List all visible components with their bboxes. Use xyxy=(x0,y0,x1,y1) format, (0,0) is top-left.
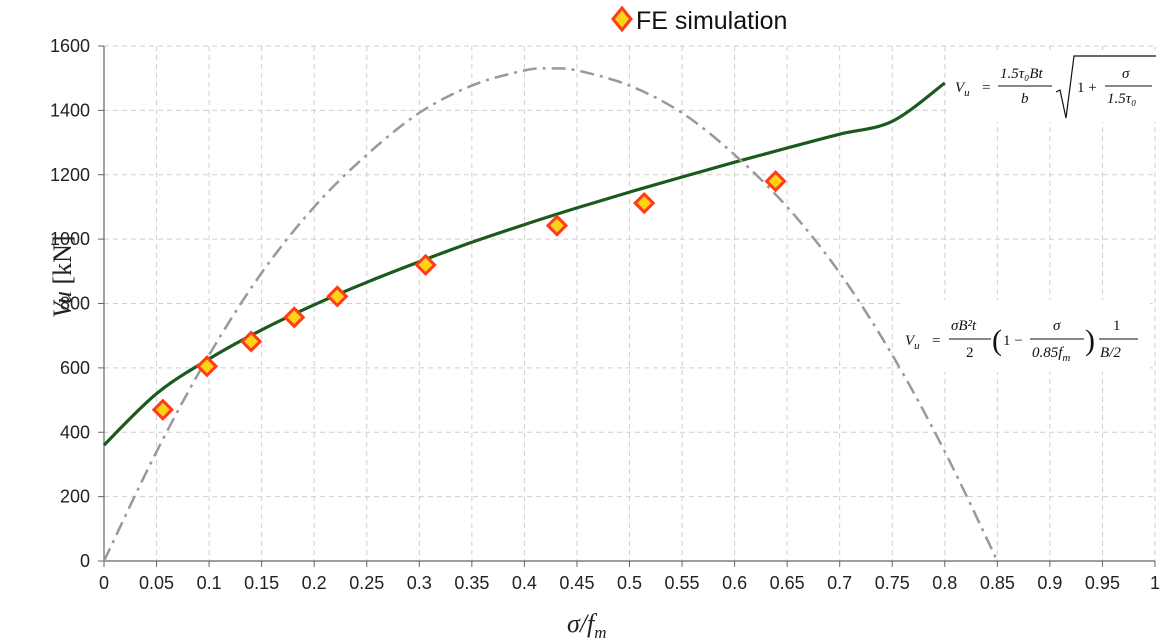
series-markers xyxy=(151,170,787,421)
x-tick-label: 0.3 xyxy=(407,573,432,593)
x-tick-label: 0.95 xyxy=(1085,573,1120,593)
x-tick-labels: 0 0.05 0.1 0.15 0.2 0.25 0.3 0.35 0.4 0.45 0.5 0.55… xyxy=(99,573,1160,593)
y-tick-labels: 0 200 400 600 800 1000 1200 1400 1600 xyxy=(50,36,90,571)
y-tick-label: 400 xyxy=(60,422,90,442)
data-point-fe-simulation xyxy=(326,285,349,308)
data-point-fe-simulation xyxy=(240,330,263,353)
formula-paren-close: ) xyxy=(1085,324,1095,357)
y-axis-label-unit: [kN] xyxy=(48,235,77,284)
data-point-fe-simulation xyxy=(414,253,437,276)
formula-num: σB²t xyxy=(951,318,977,334)
x-tick-label: 0.2 xyxy=(302,573,327,593)
y-tick-label: 1600 xyxy=(50,36,90,56)
y-axis-label: Vu [kN] xyxy=(48,235,77,318)
formula-frac2-num: 1 xyxy=(1113,318,1121,334)
data-point-fe-simulation xyxy=(764,170,787,193)
x-tick-label: 0.5 xyxy=(617,573,642,593)
data-point-fe-simulation xyxy=(545,214,569,237)
y-tick-label: 1400 xyxy=(50,100,90,120)
formula-vu-shear: Vu = 1.5τ₀Bt b 1 + σ 1.5τ₀ xyxy=(950,50,1162,122)
x-tick-label: 0.55 xyxy=(665,573,700,593)
formula-paren-open: ( xyxy=(992,324,1002,357)
x-tick-label: 0.75 xyxy=(875,573,910,593)
x-axis-label-main: σ/f xyxy=(567,609,598,638)
x-tick-label: 0.6 xyxy=(722,573,747,593)
formula-frac2-den: B/2 xyxy=(1100,345,1121,361)
y-tick-label: 600 xyxy=(60,358,90,378)
x-axis-label: σ/fm xyxy=(567,609,607,642)
formula-eq: = xyxy=(982,80,990,96)
x-tick-label: 0.8 xyxy=(932,573,957,593)
x-tick-label: 0.4 xyxy=(512,573,537,593)
y-tick-label: 1000 xyxy=(50,229,90,249)
formula-sqrt-sign xyxy=(1055,55,1156,119)
data-point-fe-simulation xyxy=(195,355,219,378)
series-lines xyxy=(102,67,999,562)
x-tick-label: 0.65 xyxy=(770,573,805,593)
y-tick-label: 800 xyxy=(60,294,90,314)
formula-lhs: Vu xyxy=(955,80,970,99)
x-tick-label: 0.15 xyxy=(244,573,279,593)
formula-root-den: 1.5τ₀ xyxy=(1107,91,1136,107)
x-tick-label: 0.25 xyxy=(349,573,384,593)
formula-paren-num: σ xyxy=(1053,318,1061,334)
data-point-fe-simulation xyxy=(633,191,656,215)
y-tick-label: 200 xyxy=(60,487,90,507)
x-tick-label: 0.7 xyxy=(827,573,852,593)
y-tick-label: 0 xyxy=(80,551,90,571)
x-tick-label: 0.05 xyxy=(139,573,174,593)
axes xyxy=(98,45,1156,567)
formula-background xyxy=(900,300,1150,372)
series-line-flexure xyxy=(102,67,999,562)
formula-paren-den: 0.85fm xyxy=(1032,345,1070,364)
legend-label-fe-simulation: FE simulation xyxy=(636,7,787,35)
formula-root-num: σ xyxy=(1122,66,1130,82)
y-axis-label-var: Vu xyxy=(48,291,77,318)
formula-vu-flexure: Vu = σB²t 2 ( 1 − σ 0.85fm ) 1 B/2 xyxy=(900,300,1150,372)
legend-marker-fe-simulation xyxy=(611,5,633,33)
formula-root-pre: 1 + xyxy=(1077,80,1097,96)
x-tick-label: 0.1 xyxy=(197,573,222,593)
x-tick-label: 0.35 xyxy=(454,573,489,593)
legend: FE simulation xyxy=(611,5,787,35)
x-tick-label: 0.9 xyxy=(1037,573,1062,593)
x-tick-label: 0 xyxy=(99,573,109,593)
formula-den: b xyxy=(1021,91,1029,107)
formula-paren-pre: 1 − xyxy=(1003,333,1023,349)
data-point-fe-simulation xyxy=(283,306,306,329)
formula-den: 2 xyxy=(966,345,974,361)
formula-eq: = xyxy=(932,333,940,349)
y-tick-label: 1200 xyxy=(50,165,90,185)
data-point-fe-simulation xyxy=(151,398,174,421)
x-tick-label: 1 xyxy=(1150,573,1160,593)
formula-lhs: Vu xyxy=(905,333,920,352)
x-axis-label-sub: m xyxy=(594,623,606,642)
x-tick-label: 0.85 xyxy=(980,573,1015,593)
formula-num: 1.5τ₀Bt xyxy=(1000,66,1043,82)
x-tick-label: 0.45 xyxy=(559,573,594,593)
